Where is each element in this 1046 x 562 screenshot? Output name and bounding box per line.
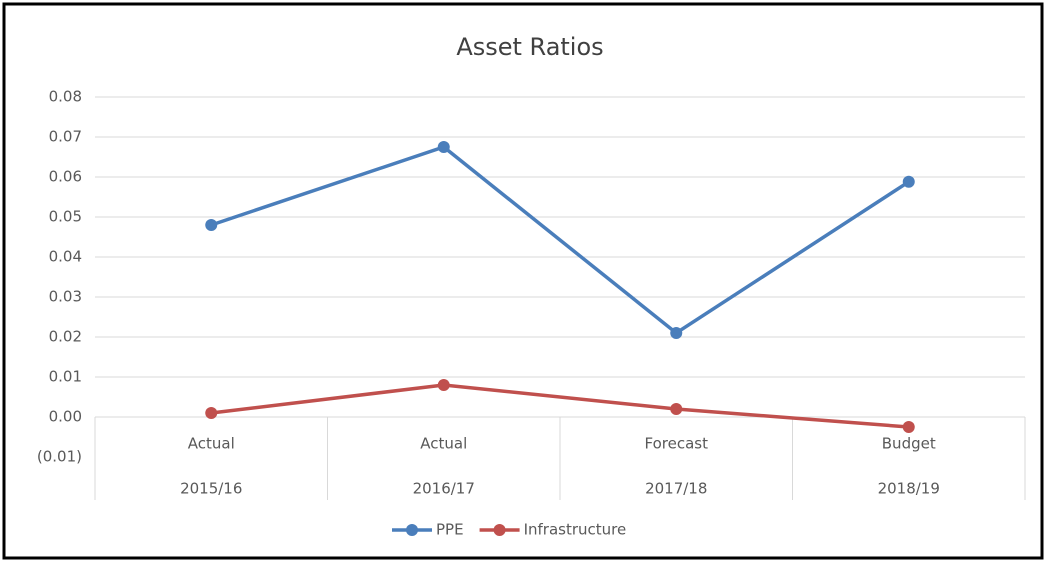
legend-label: PPE [436,521,464,539]
data-point [670,327,683,339]
y-tick-label: (0.01) [37,448,82,466]
y-tick-label: 0.05 [49,208,82,226]
series-line [211,383,909,429]
y-tick-label: 0.07 [49,128,82,146]
x-group-label: 2017/18 [645,480,707,498]
legend-label: Infrastructure [524,521,627,539]
x-tick-label: Budget [882,435,936,453]
data-point [437,141,450,153]
data-point [205,219,218,231]
data-point [902,175,915,188]
data-point [670,403,683,415]
series-line [210,145,910,336]
y-tick-label: 0.01 [49,368,82,386]
y-tick-label: 0.04 [49,248,82,266]
y-tick-label: 0.02 [49,328,82,346]
x-group-label: 2015/16 [180,480,242,498]
data-point [902,421,915,433]
y-tick-label: 0.00 [49,408,82,426]
x-tick-label: Actual [420,435,467,453]
y-tick-label: 0.03 [49,288,82,306]
y-tick-label: 0.06 [49,168,82,186]
x-group-label: 2018/19 [878,480,940,498]
x-tick-label: Forecast [645,435,709,453]
data-point [437,379,450,391]
y-tick-label: 0.08 [49,88,82,106]
data-point [205,407,218,419]
x-tick-label: Actual [188,435,235,453]
x-group-label: 2016/17 [413,480,475,498]
chart-title: Asset Ratios [456,33,603,61]
legend-marker [406,524,418,536]
legend-marker [493,524,506,536]
